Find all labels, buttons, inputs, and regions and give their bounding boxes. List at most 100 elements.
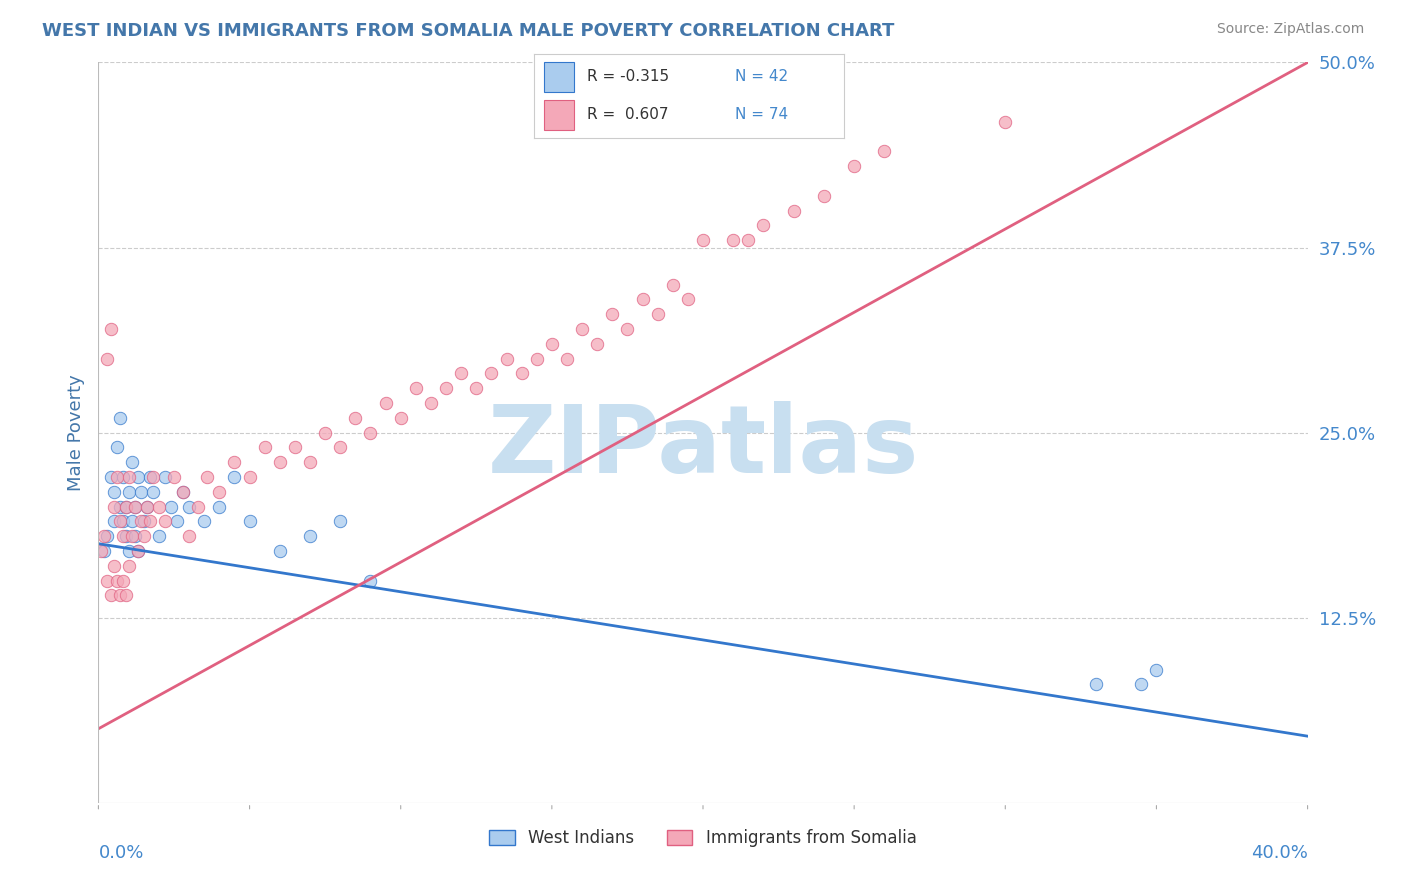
Point bbox=[1085, 677, 1108, 691]
Text: Source: ZipAtlas.com: Source: ZipAtlas.com bbox=[1216, 22, 1364, 37]
Point bbox=[148, 500, 170, 514]
Point bbox=[105, 441, 128, 455]
Point bbox=[132, 515, 155, 529]
Point bbox=[96, 574, 118, 588]
Text: R = -0.315: R = -0.315 bbox=[586, 70, 669, 85]
Point bbox=[121, 515, 143, 529]
Point bbox=[193, 515, 215, 529]
Point bbox=[844, 159, 866, 173]
Point bbox=[108, 500, 131, 514]
Point bbox=[179, 500, 201, 514]
Point bbox=[495, 351, 517, 366]
Point bbox=[269, 544, 291, 558]
Point bbox=[166, 515, 188, 529]
Point bbox=[172, 484, 194, 499]
Point bbox=[124, 529, 146, 543]
Point bbox=[299, 529, 322, 543]
Point bbox=[329, 441, 352, 455]
Point bbox=[111, 529, 134, 543]
Text: N = 74: N = 74 bbox=[735, 107, 789, 122]
Point bbox=[118, 544, 141, 558]
Point bbox=[647, 307, 669, 321]
Point bbox=[103, 515, 125, 529]
Point bbox=[752, 219, 775, 233]
Point bbox=[314, 425, 336, 440]
Point bbox=[129, 484, 152, 499]
Point bbox=[586, 336, 609, 351]
Point bbox=[114, 500, 136, 514]
Point bbox=[737, 233, 759, 247]
Point bbox=[103, 558, 125, 573]
Point bbox=[284, 441, 307, 455]
Point bbox=[631, 293, 654, 307]
Point bbox=[172, 484, 194, 499]
Point bbox=[434, 381, 457, 395]
Point bbox=[135, 500, 157, 514]
Point bbox=[224, 470, 246, 484]
Point bbox=[93, 544, 115, 558]
Point bbox=[299, 455, 322, 469]
Point bbox=[269, 455, 291, 469]
Text: 0.0%: 0.0% bbox=[98, 844, 143, 862]
Text: N = 42: N = 42 bbox=[735, 70, 789, 85]
Bar bbox=[544, 62, 575, 92]
Text: ZIPatlas: ZIPatlas bbox=[488, 401, 918, 493]
Point bbox=[616, 322, 638, 336]
Point bbox=[100, 589, 122, 603]
Point bbox=[1130, 677, 1153, 691]
Point bbox=[108, 589, 131, 603]
Point bbox=[124, 500, 146, 514]
Point bbox=[187, 500, 209, 514]
Point bbox=[661, 277, 683, 292]
Point bbox=[160, 500, 183, 514]
Point bbox=[96, 529, 118, 543]
Point bbox=[139, 515, 162, 529]
Point bbox=[389, 410, 412, 425]
Point bbox=[135, 500, 157, 514]
Point bbox=[100, 322, 122, 336]
Point bbox=[142, 484, 165, 499]
Point bbox=[571, 322, 593, 336]
Point bbox=[118, 484, 141, 499]
Point bbox=[195, 470, 218, 484]
Point bbox=[111, 574, 134, 588]
Point bbox=[374, 396, 396, 410]
Text: 40.0%: 40.0% bbox=[1251, 844, 1308, 862]
Point bbox=[481, 367, 503, 381]
Point bbox=[148, 529, 170, 543]
Point bbox=[465, 381, 488, 395]
Point bbox=[114, 529, 136, 543]
Point bbox=[96, 351, 118, 366]
Point bbox=[208, 484, 231, 499]
Point bbox=[103, 484, 125, 499]
Point bbox=[127, 544, 149, 558]
Point bbox=[142, 470, 165, 484]
Point bbox=[510, 367, 533, 381]
Point bbox=[100, 470, 122, 484]
Point bbox=[723, 233, 745, 247]
Legend: West Indians, Immigrants from Somalia: West Indians, Immigrants from Somalia bbox=[482, 822, 924, 854]
Point bbox=[555, 351, 578, 366]
Point bbox=[118, 470, 141, 484]
Point bbox=[602, 307, 624, 321]
Point bbox=[540, 336, 562, 351]
Point bbox=[129, 515, 152, 529]
Point bbox=[360, 574, 382, 588]
Text: WEST INDIAN VS IMMIGRANTS FROM SOMALIA MALE POVERTY CORRELATION CHART: WEST INDIAN VS IMMIGRANTS FROM SOMALIA M… bbox=[42, 22, 894, 40]
Point bbox=[90, 544, 112, 558]
Point bbox=[127, 544, 149, 558]
Bar bbox=[544, 100, 575, 130]
Point bbox=[994, 114, 1017, 128]
Point bbox=[153, 470, 176, 484]
Point bbox=[239, 515, 262, 529]
Point bbox=[118, 558, 141, 573]
Point bbox=[127, 470, 149, 484]
Point bbox=[108, 515, 131, 529]
Point bbox=[179, 529, 201, 543]
Point bbox=[1144, 663, 1167, 677]
Point bbox=[114, 589, 136, 603]
Point bbox=[111, 470, 134, 484]
Point bbox=[163, 470, 186, 484]
Point bbox=[692, 233, 714, 247]
Point bbox=[360, 425, 382, 440]
